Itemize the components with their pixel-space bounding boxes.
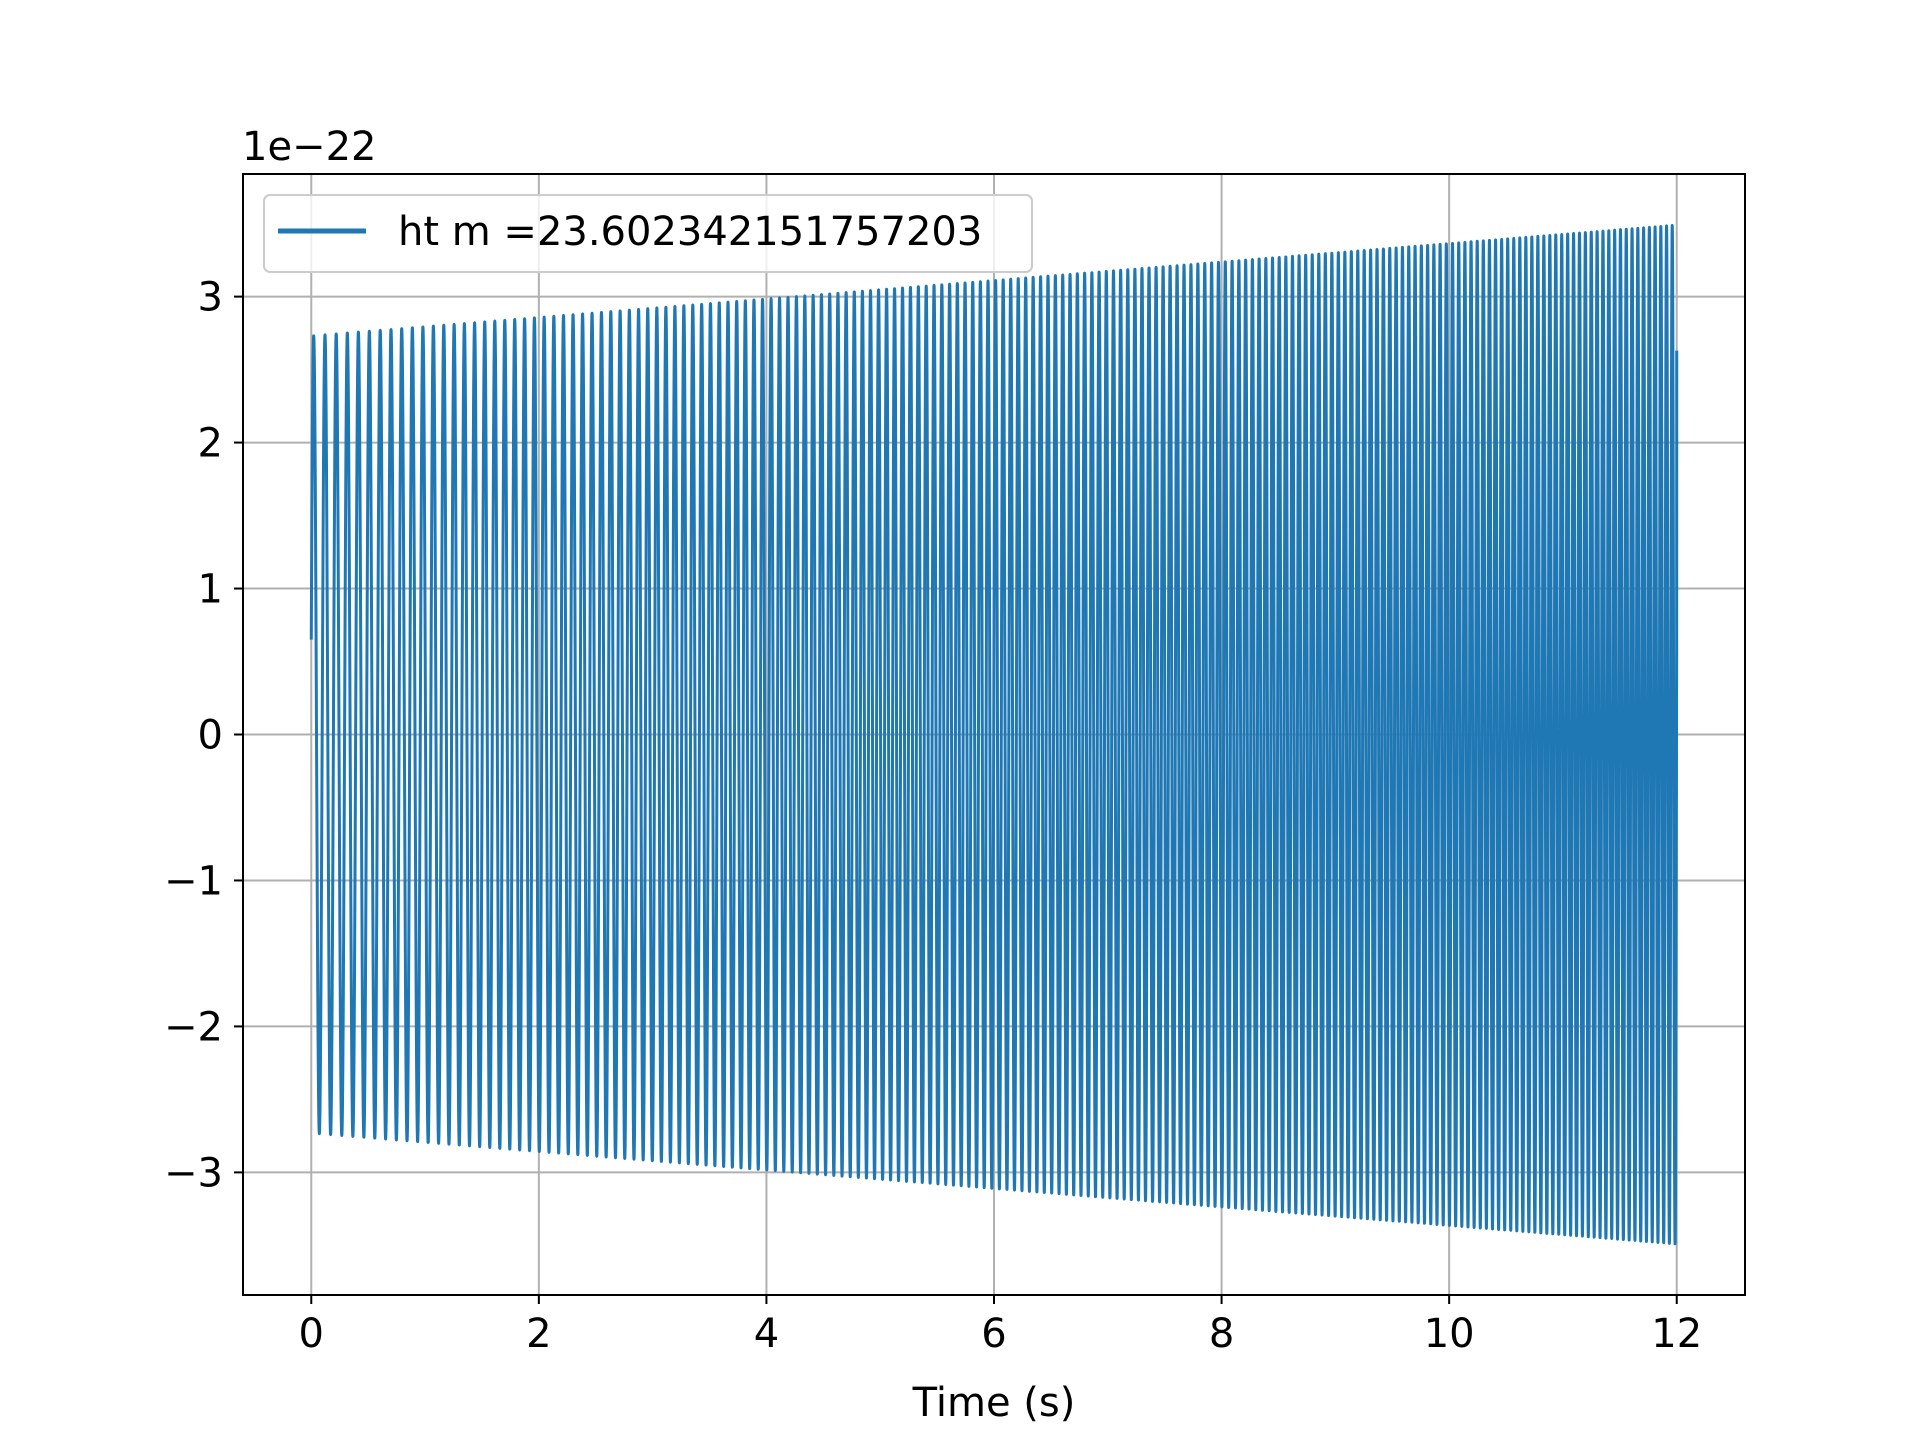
y-tick-label: 1 <box>198 567 223 613</box>
y-tick-label: −1 <box>164 858 223 904</box>
x-tick-label: 0 <box>299 1311 324 1357</box>
x-axis-ticks: 0 2 4 6 8 10 12 <box>299 1295 1702 1357</box>
x-tick-label: 12 <box>1651 1311 1702 1357</box>
legend-series-label: ht m =23.602342151757203 <box>398 209 982 255</box>
y-tick-label: 3 <box>198 275 223 321</box>
legend-box <box>263 194 1033 273</box>
y-axis-offset-label: 1e−22 <box>242 124 376 170</box>
x-tick-label: 2 <box>526 1311 551 1357</box>
x-tick-label: 6 <box>981 1311 1006 1357</box>
series-layer <box>309 223 1679 1246</box>
x-tick-label: 10 <box>1424 1311 1475 1357</box>
y-axis-ticks: −3 −2 −1 0 1 2 3 <box>164 275 243 1196</box>
x-axis-label: Time (s) <box>912 1380 1076 1426</box>
y-tick-label: −3 <box>164 1150 223 1196</box>
x-tick-label: 4 <box>754 1311 779 1357</box>
legend: ht m =23.602342151757203 <box>263 194 1033 273</box>
series-line-ht <box>309 223 1679 1246</box>
y-tick-label: 2 <box>198 421 223 467</box>
x-tick-label: 8 <box>1209 1311 1234 1357</box>
y-tick-label: 0 <box>198 713 223 759</box>
y-tick-label: −2 <box>164 1004 223 1050</box>
